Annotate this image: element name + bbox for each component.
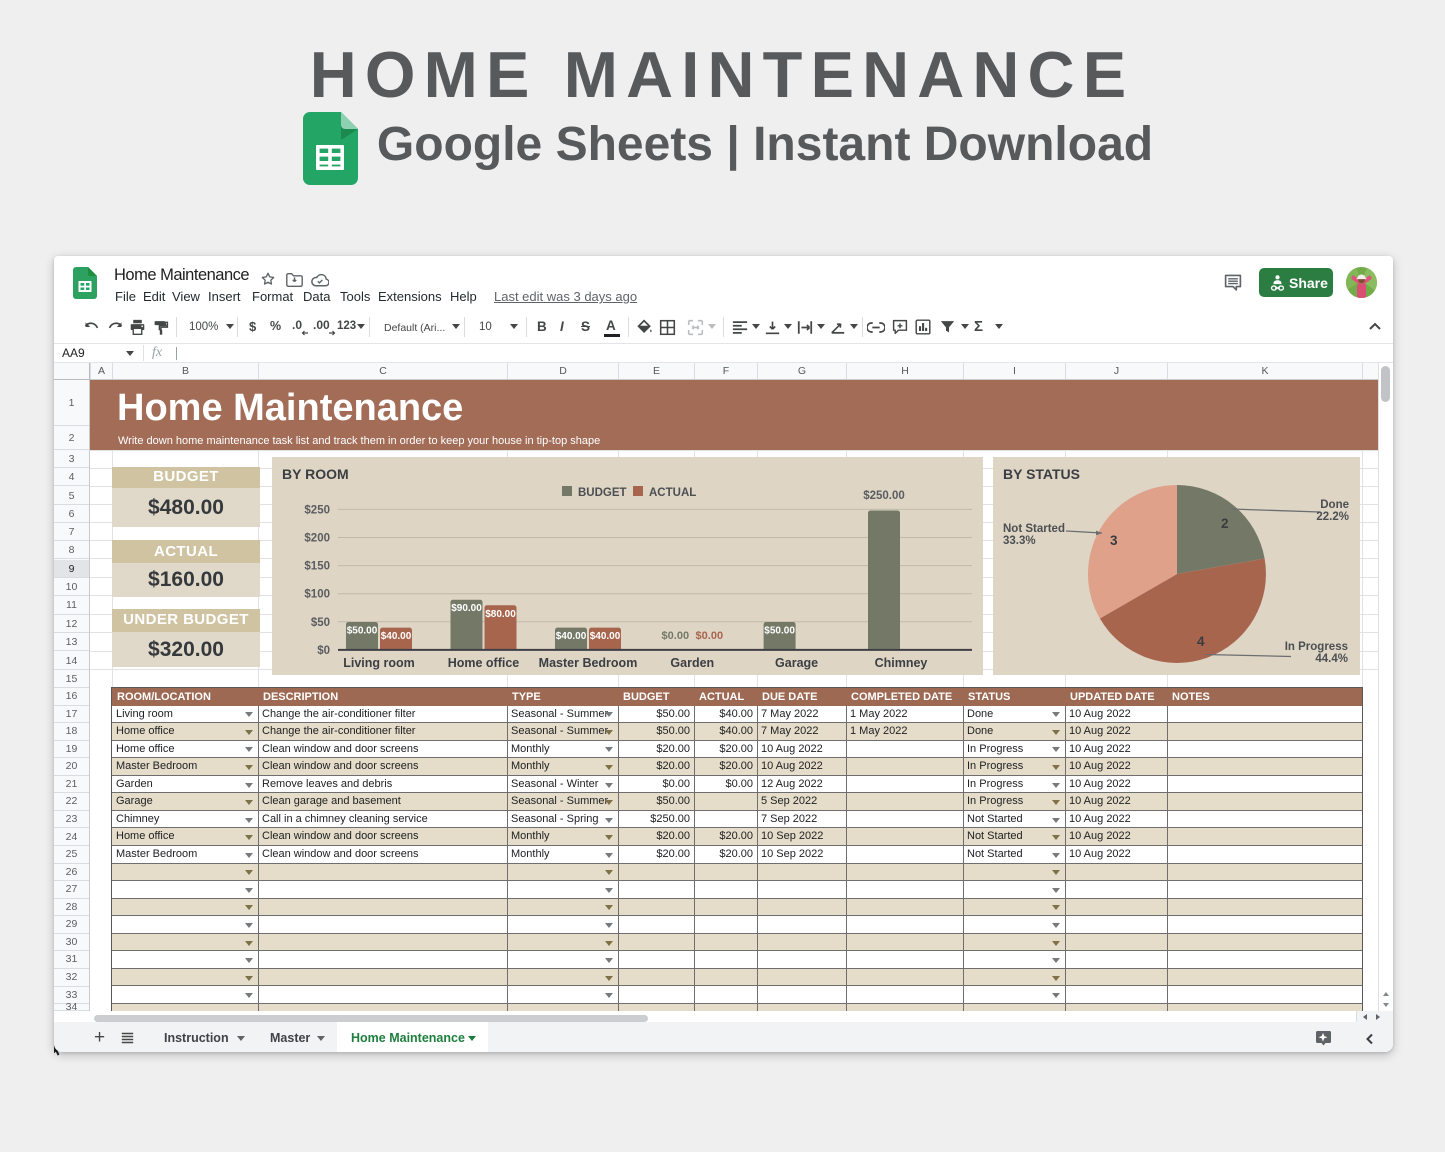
svg-text:Master Bedroom: Master Bedroom — [539, 656, 638, 670]
svg-text:$50.00: $50.00 — [764, 626, 795, 637]
svg-text:$50.00: $50.00 — [347, 626, 378, 637]
svg-text:2: 2 — [1221, 516, 1229, 531]
svg-text:$200: $200 — [304, 533, 330, 545]
svg-text:$50: $50 — [311, 617, 330, 629]
svg-text:$0.00: $0.00 — [662, 630, 690, 642]
svg-text:$250.00: $250.00 — [863, 490, 905, 502]
svg-text:Garage: Garage — [775, 656, 818, 670]
svg-text:Living room: Living room — [343, 656, 415, 670]
svg-text:3: 3 — [1110, 533, 1118, 548]
svg-text:Done: Done — [1320, 499, 1349, 511]
svg-text:BY ROOM: BY ROOM — [282, 466, 349, 482]
svg-text:Garden: Garden — [670, 656, 714, 670]
svg-text:4: 4 — [1197, 634, 1205, 649]
svg-text:$250: $250 — [304, 504, 330, 516]
svg-text:Chimney: Chimney — [875, 656, 928, 670]
svg-text:44.4%: 44.4% — [1315, 653, 1348, 665]
svg-text:$80.00: $80.00 — [485, 609, 516, 620]
svg-text:ACTUAL: ACTUAL — [649, 487, 696, 499]
svg-text:Home office: Home office — [448, 656, 520, 670]
svg-text:22.2%: 22.2% — [1316, 511, 1349, 523]
svg-text:$0.00: $0.00 — [696, 630, 724, 642]
svg-text:$0: $0 — [317, 645, 330, 657]
svg-text:$100: $100 — [304, 589, 330, 601]
svg-text:$90.00: $90.00 — [451, 603, 482, 614]
svg-text:33.3%: 33.3% — [1003, 535, 1036, 547]
svg-text:In Progress: In Progress — [1285, 641, 1348, 653]
svg-text:$40.00: $40.00 — [590, 631, 621, 642]
svg-text:BY STATUS: BY STATUS — [1003, 466, 1080, 482]
svg-text:$150: $150 — [304, 561, 330, 573]
svg-text:$40.00: $40.00 — [381, 631, 412, 642]
svg-text:Not Started: Not Started — [1003, 523, 1065, 535]
svg-text:BUDGET: BUDGET — [578, 487, 627, 499]
svg-text:$40.00: $40.00 — [556, 631, 587, 642]
